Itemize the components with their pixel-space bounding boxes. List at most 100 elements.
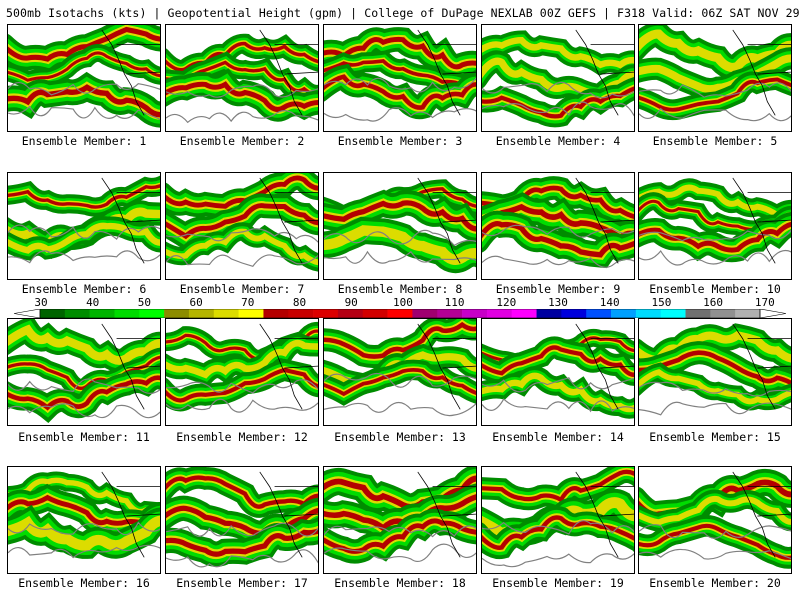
isotach-map (482, 173, 634, 279)
ensemble-member-label: Ensemble Member: 15 (649, 430, 781, 444)
ensemble-member-map (7, 24, 161, 132)
isotach-map (324, 25, 476, 131)
ensemble-member-map (638, 172, 792, 280)
colorbar-segment (536, 309, 562, 318)
ensemble-member-map (481, 318, 635, 426)
colorbar-segment (263, 309, 289, 318)
colorbar-segment (64, 309, 90, 318)
colorbar-segment (164, 309, 190, 318)
ensemble-member-label: Ensemble Member: 19 (492, 576, 624, 590)
colorbar-left-arrow (14, 309, 41, 318)
ensemble-member-map (7, 318, 161, 426)
isotach-map (166, 319, 318, 425)
colorbar-segment (313, 309, 339, 318)
colorbar-segment (635, 309, 661, 318)
colorbar-tick-label: 110 (444, 296, 465, 309)
ensemble-member-map (638, 466, 792, 574)
isotach-map (8, 173, 160, 279)
colorbar-tick-label: 140 (599, 296, 620, 309)
isotach-map (8, 25, 160, 131)
colorbar-segment (462, 309, 488, 318)
chart-title: 500mb Isotachs (kts) | Geopotential Heig… (6, 6, 800, 20)
colorbar-segment (412, 309, 438, 318)
ensemble-member-label: Ensemble Member: 14 (492, 430, 624, 444)
ensemble-member-map (165, 24, 319, 132)
colorbar-segment (685, 309, 711, 318)
colorbar-segment (188, 309, 215, 318)
ensemble-member-map (323, 24, 477, 132)
colorbar-tick-label: 80 (292, 296, 307, 309)
colorbar-segment (586, 309, 612, 318)
isotach-map (639, 319, 791, 425)
colorbar-segment (710, 309, 736, 318)
ensemble-member-map (323, 466, 477, 574)
colorbar-segment (362, 309, 388, 318)
isotach-map (166, 173, 318, 279)
ensemble-member-label: Ensemble Member: 3 (337, 134, 463, 148)
ensemble-member-map (165, 466, 319, 574)
colorbar-segment (486, 309, 513, 318)
isotach-map (166, 467, 318, 573)
ensemble-member-label: Ensemble Member: 17 (176, 576, 308, 590)
isotach-map (324, 173, 476, 279)
ensemble-member-label: Ensemble Member: 8 (337, 282, 463, 296)
ensemble-member-label: Ensemble Member: 16 (18, 576, 150, 590)
ensemble-member-label: Ensemble Member: 13 (334, 430, 466, 444)
isotach-map (166, 25, 318, 131)
colorbar-tick-label: 160 (703, 296, 724, 309)
ensemble-member-map (481, 172, 635, 280)
colorbar-segment (288, 309, 314, 318)
colorbar-segment (114, 309, 140, 318)
colorbar-tick-label: 100 (392, 296, 413, 309)
ensemble-member-label: Ensemble Member: 1 (21, 134, 147, 148)
isotach-map (639, 467, 791, 573)
colorbar-segment (511, 309, 537, 318)
ensemble-member-label: Ensemble Member: 4 (495, 134, 621, 148)
colorbar-segment (660, 309, 686, 318)
ensemble-member-map (165, 318, 319, 426)
colorbar-tick-label: 90 (344, 296, 358, 309)
colorbar-tick-label: 40 (86, 296, 100, 309)
ensemble-member-label: Ensemble Member: 6 (21, 282, 147, 296)
colorbar-segment (437, 309, 463, 318)
ensemble-member-label: Ensemble Member: 10 (649, 282, 781, 296)
ensemble-member-map (481, 466, 635, 574)
ensemble-member-label: Ensemble Member: 11 (18, 430, 150, 444)
ensemble-member-label: Ensemble Member: 7 (179, 282, 305, 296)
colorbar-tick-label: 120 (496, 296, 517, 309)
isotach-map (482, 467, 634, 573)
ensemble-member-label: Ensemble Member: 9 (495, 282, 621, 296)
ensemble-member-label: Ensemble Member: 5 (652, 134, 778, 148)
isotach-map (324, 319, 476, 425)
colorbar-tick-label: 30 (34, 296, 48, 309)
ensemble-member-map (638, 318, 792, 426)
colorbar-segment (561, 309, 587, 318)
ensemble-member-label: Ensemble Member: 18 (334, 576, 466, 590)
ensemble-member-label: Ensemble Member: 12 (176, 430, 308, 444)
colorbar-segment (213, 309, 239, 318)
colorbar-segment (89, 309, 115, 318)
colorbar-segment (337, 309, 364, 318)
isotach-map (324, 467, 476, 573)
colorbar-segment (735, 309, 761, 318)
ensemble-member-label: Ensemble Member: 20 (649, 576, 781, 590)
colorbar-segment (139, 309, 165, 318)
ensemble-member-map (481, 24, 635, 132)
isotach-map (482, 319, 634, 425)
ensemble-member-map (165, 172, 319, 280)
colorbar-tick-label: 60 (189, 296, 203, 309)
ensemble-member-map (323, 318, 477, 426)
ensemble-member-map (7, 466, 161, 574)
isotach-map (482, 25, 634, 131)
ensemble-member-map (323, 172, 477, 280)
colorbar-segment (387, 309, 413, 318)
colorbar-tick-label: 170 (754, 296, 775, 309)
colorbar-tick-label: 130 (548, 296, 568, 309)
colorbar-segment (611, 309, 637, 318)
isotach-map (639, 25, 791, 131)
isotach-colorbar (14, 309, 786, 318)
colorbar-tick-label: 150 (651, 296, 672, 309)
colorbar-segment (40, 309, 66, 318)
colorbar-tick-label: 70 (241, 296, 255, 309)
